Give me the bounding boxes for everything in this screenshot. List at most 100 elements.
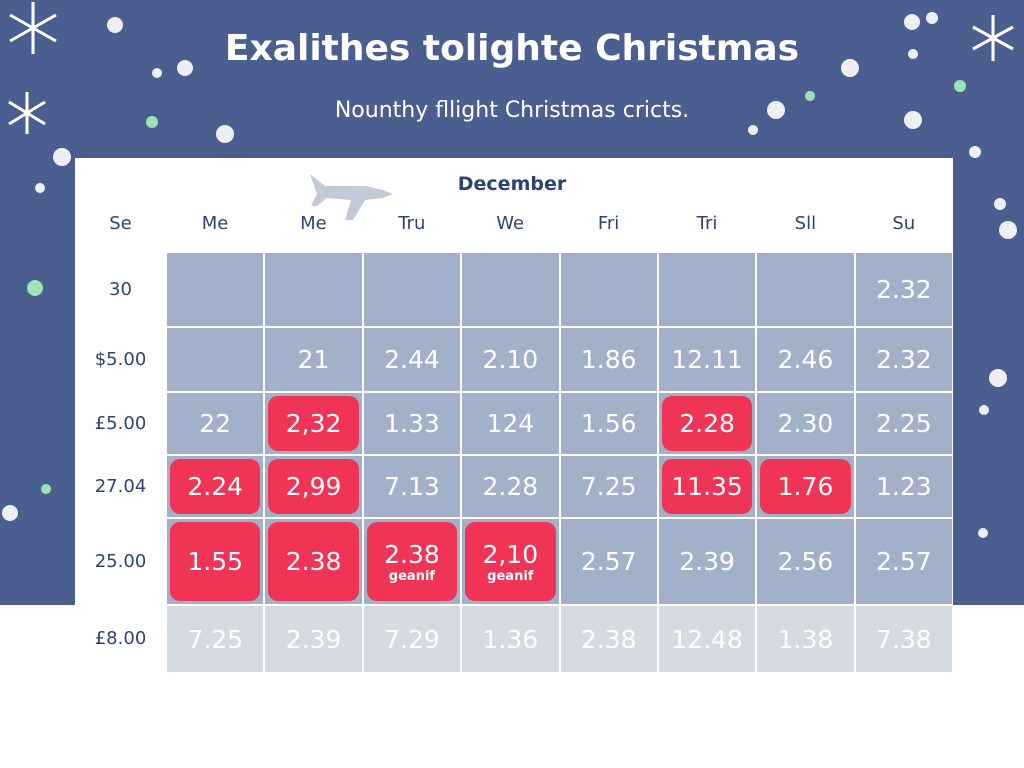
highlight [170,522,261,601]
price-value: 2.32 [875,345,932,374]
price-value: 124 [486,409,535,438]
highlight [760,459,851,514]
highlight [268,459,359,514]
price-cell: 2,99 [264,455,363,518]
price-value: 1.33 [384,409,440,438]
row-label: 30 [109,279,132,300]
plane-icon [310,174,393,220]
title: Exalithes tolighte Christmas [224,28,800,69]
column-header: We [496,213,525,234]
price-cell [559,252,658,327]
price-cell: 1.33 [362,392,462,455]
price-cell: 1.76 [756,455,855,518]
price-cell [362,252,462,327]
price-cell [657,252,757,327]
price-cell: 12.11 [657,327,757,392]
price-value: 2.46 [777,345,834,374]
price-value: 2.56 [777,547,834,576]
highlight [366,522,458,601]
price-cell: 2.10 [461,327,560,392]
price-value: 2.38 [285,547,342,576]
price-value: 2.44 [384,345,440,374]
price-cell [166,252,265,327]
price-cell: 2.32 [854,252,953,327]
price-cell: 1.38 [756,605,855,673]
price-cell: 1.36 [461,605,560,673]
price-cell [166,327,265,392]
price-value: 7.25 [580,472,637,501]
price-cell: 2.28 [657,392,757,455]
column-header: Tri [696,213,718,234]
column-header: Fri [597,213,620,234]
price-value: 22 [199,409,232,438]
price-cell: 1.86 [559,327,658,392]
price-value: 2.38 [580,624,637,654]
price-value: 12.48 [671,624,743,654]
price-value: 1.55 [187,547,244,576]
price-cell: 2.57 [854,518,953,605]
column-header: Tru [398,213,426,234]
price-cell: 2.56 [756,518,855,605]
price-value: 12.11 [671,345,743,374]
price-cell: 2.32 [854,327,953,392]
highlight [661,396,753,451]
price-cell: 124 [461,392,560,455]
price-value: 2.39 [679,547,735,576]
price-cell: 7.13 [362,455,462,518]
row-label: $5.00 [94,349,147,370]
price-cell [264,252,363,327]
price-cell: 7.29 [362,605,462,673]
price-cell: 2.25 [854,392,953,455]
column-header: Su [892,213,916,234]
price-value: 2.10 [482,345,539,374]
price-value: 7.25 [187,624,244,654]
price-cell [461,252,560,327]
highlight [268,396,359,451]
price-value: 1.23 [875,472,932,501]
price-cell: 22 [166,392,265,455]
price-cell: 2.38 [264,518,363,605]
price-value: 1.56 [580,409,637,438]
price-value: 2.28 [679,409,735,438]
row-label: 25.00 [94,551,147,572]
price-cell: 7.38 [854,605,953,673]
price-cell: 1.23 [854,455,953,518]
price-value: 2,99 [285,472,342,501]
highlight [170,459,261,514]
price-cell: 2,10 geanif [461,518,560,605]
price-cell: 2.39 [657,518,757,605]
price-value: 1.86 [580,345,637,374]
price-cell: 21 [264,327,363,392]
price-value: 7.38 [875,624,932,654]
cell-note: geanif [388,568,436,584]
price-value: 2.57 [875,547,932,576]
column-header: Me [300,213,327,234]
price-value: 2.30 [777,409,834,438]
cell-note: geanif [487,568,534,584]
snow-decor [2,2,1017,538]
price-value: 1.38 [777,624,834,654]
price-cell: 2.44 [362,327,462,392]
price-cell: 2.38 [559,605,658,673]
price-value: 1.76 [777,472,834,501]
highlight [465,522,556,601]
price-cell: 2.38 geanif [362,518,462,605]
highlight [268,522,359,601]
price-value: 2.32 [875,275,932,304]
price-value: 7.13 [384,472,440,501]
price-value: 7.29 [384,624,440,654]
price-cell: 2.46 [756,327,855,392]
price-value: 2.24 [187,472,244,501]
price-value: 2.25 [875,409,932,438]
price-cell: 11.35 [657,455,757,518]
price-cell: 1.55 [166,518,265,605]
price-cell: 2.30 [756,392,855,455]
column-header: Sll [794,213,817,234]
price-cell: 7.25 [166,605,265,673]
price-value: 2.28 [482,472,539,501]
column-header: Me [201,213,229,234]
price-cell [756,252,855,327]
subtitle: Nounthy fllight Christmas cricts. [334,98,690,123]
price-value: 2.57 [580,547,637,576]
